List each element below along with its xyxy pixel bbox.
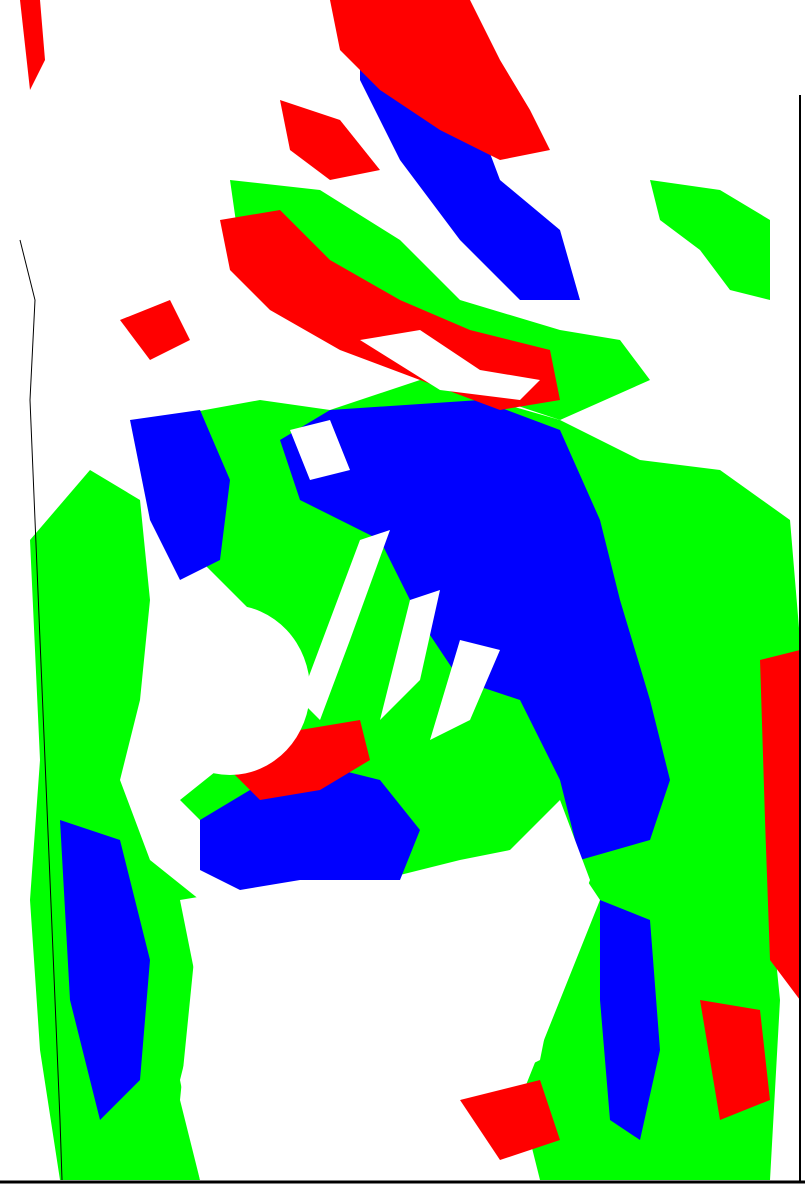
page: {} [0, 0, 805, 1185]
white-hole-west [150, 605, 310, 775]
classified-image [0, 0, 805, 1185]
